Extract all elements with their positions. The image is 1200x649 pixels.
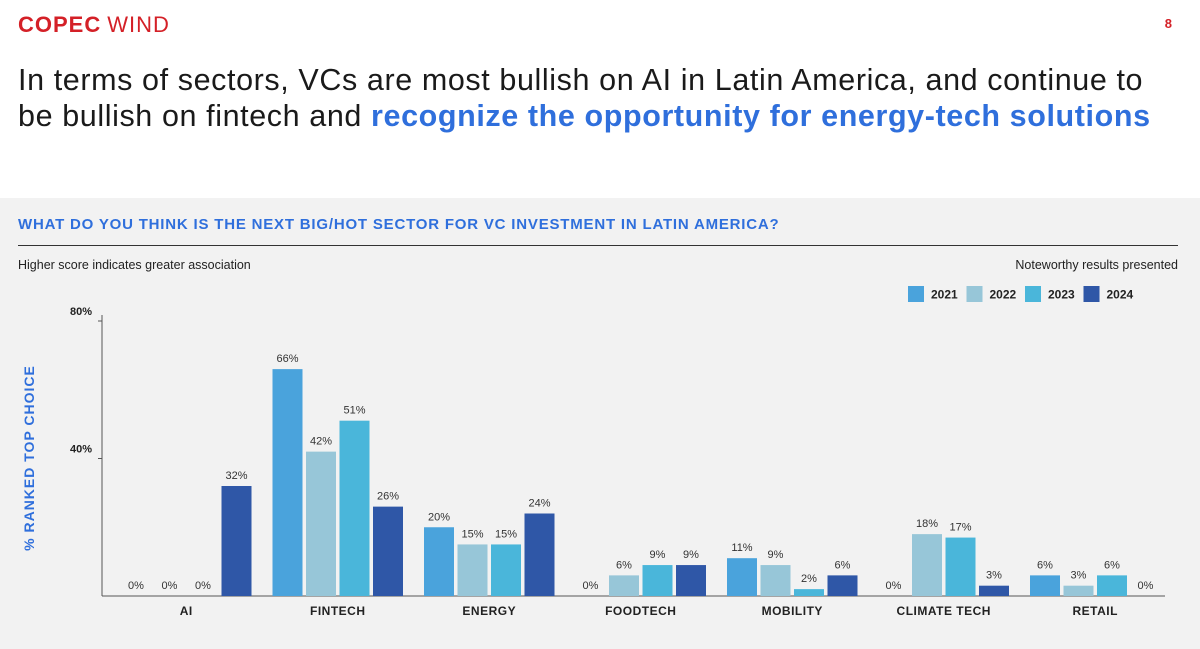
y-tick-label: 80% [70,306,92,318]
legend-swatch-2022 [966,286,983,302]
bar-mobility-2022 [760,565,791,596]
bar-fintech-2022 [306,451,336,596]
bar-mobility-2021 [727,558,757,596]
bar-foodtech-2022 [609,575,639,596]
divider [18,245,1178,246]
logo-wind: WIND [107,12,170,37]
bar-energy-2023 [491,544,521,596]
data-label: 6% [616,559,632,571]
data-label: 2% [801,573,817,585]
data-label: 0% [128,580,144,592]
bar-energy-2024 [524,513,555,596]
data-label: 18% [916,518,938,530]
bar-mobility-2023 [794,589,824,596]
data-label: 11% [731,542,752,554]
chart-panel: WHAT DO YOU THINK IS THE NEXT BIG/HOT SE… [0,198,1200,649]
legend-swatch-2023 [1025,286,1041,302]
bar-retail-2022 [1063,585,1094,596]
category-label: RETAIL [1073,604,1118,618]
data-label: 15% [495,528,517,540]
data-label: 24% [528,498,550,510]
data-label: 32% [225,470,247,482]
bar-mobility-2024 [827,575,858,596]
bar-energy-2021 [424,527,454,596]
y-axis-title: % RANKED TOP CHOICE [21,365,37,551]
legend-swatch-2021 [908,286,924,302]
legend-swatch-2024 [1083,286,1100,302]
company-logo: COPEC WIND [18,12,170,38]
legend-label-2024: 2024 [1107,288,1134,302]
bar-foodtech-2023 [642,565,673,596]
logo-copec: COPEC [18,12,102,37]
survey-question: WHAT DO YOU THINK IS THE NEXT BIG/HOT SE… [18,216,780,233]
category-label: FINTECH [310,604,366,618]
category-label: CLIMATE TECH [897,604,991,618]
bar-energy-2022 [457,544,488,596]
data-label: 0% [583,580,599,592]
data-label: 26% [377,491,399,503]
y-tick-label: 40% [70,444,92,456]
category-label: ENERGY [462,604,516,618]
title-accent: recognize the opportunity for energy-tec… [371,99,1151,133]
page-title: In terms of sectors, VCs are most bullis… [18,62,1168,134]
data-label: 15% [461,528,483,540]
bar-fintech-2023 [339,420,370,596]
data-label: 6% [835,559,851,571]
scale-note: Higher score indicates greater associati… [18,258,251,272]
data-label: 51% [343,405,365,417]
data-label: 6% [1104,559,1120,571]
category-label: FOODTECH [605,604,676,618]
bar-foodtech-2024 [676,565,706,596]
bar-climate-tech-2022 [912,534,942,596]
category-label: MOBILITY [762,604,823,618]
bar-fintech-2021 [272,369,303,596]
data-label: 66% [276,353,298,365]
data-label: 6% [1037,559,1053,571]
legend-label-2021: 2021 [931,288,958,302]
bar-retail-2021 [1030,575,1060,596]
results-note: Noteworthy results presented [1015,258,1178,272]
bar-ai-2024 [221,486,252,596]
category-label: AI [180,604,193,618]
legend-label-2022: 2022 [990,288,1017,302]
data-label: 9% [768,549,784,561]
data-label: 3% [1071,570,1087,582]
data-label: 0% [1138,580,1154,592]
data-label: 9% [683,549,699,561]
data-label: 0% [886,580,902,592]
data-label: 20% [428,511,450,523]
legend-label-2023: 2023 [1048,288,1075,302]
title-plain: In terms of sectors, VCs are most bullis… [18,63,1144,133]
bar-chart: 40% 80% % RANKED TOP CHOICE 2021 2022 2023 202… [21,286,1165,618]
data-label: 42% [310,436,332,448]
bar-retail-2023 [1097,575,1127,596]
bar-climate-tech-2023 [945,537,976,596]
data-label: 17% [949,522,971,534]
data-label: 0% [162,580,178,592]
data-label: 9% [650,549,666,561]
bar-climate-tech-2024 [979,585,1009,596]
page-number: 8 [1164,16,1172,31]
data-label: 0% [195,580,211,592]
data-label: 3% [986,570,1002,582]
bar-fintech-2024 [373,506,403,596]
